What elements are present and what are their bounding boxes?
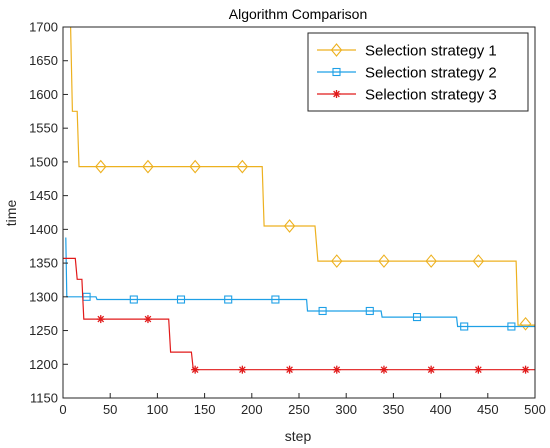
series-marker [507, 322, 516, 331]
series-marker [189, 159, 201, 174]
series-marker [142, 159, 154, 174]
legend-marker [332, 67, 341, 77]
series-marker [332, 365, 341, 374]
x-tick-label: 450 [477, 402, 499, 417]
series-marker [318, 306, 327, 316]
x-tick-label: 200 [241, 402, 263, 417]
series-marker [460, 322, 469, 331]
y-axis-label: time [3, 200, 19, 227]
series-marker [238, 365, 247, 374]
series-2 [65, 237, 535, 331]
series-marker [331, 254, 343, 268]
series-1 [70, 26, 535, 331]
series-marker [224, 295, 233, 304]
series-marker [365, 306, 374, 316]
series-line [63, 257, 535, 371]
series-marker [472, 254, 485, 268]
chart-title: Algorithm Comparison [229, 6, 368, 22]
series-marker [96, 315, 105, 324]
axis-ticks: 0 50 100 150 200 250 300 350 400 450 500 1150 1200 12… [29, 20, 546, 418]
series-marker [412, 313, 422, 322]
series-marker [236, 159, 249, 174]
series-marker [283, 219, 296, 233]
series-marker [129, 295, 138, 304]
legend-marker [330, 43, 343, 57]
x-tick-label: 250 [288, 402, 310, 417]
y-tick-label: 1650 [29, 53, 58, 68]
x-tick-label: 350 [383, 402, 405, 417]
legend-item: Selection strategy 2 [317, 65, 497, 82]
y-tick-label: 1550 [29, 121, 58, 136]
x-tick-label: 50 [103, 402, 117, 417]
legend-item: Selection strategy 3 [317, 87, 497, 104]
series-marker [519, 316, 532, 331]
legend-marker [332, 90, 341, 98]
x-tick-label: 0 [59, 402, 66, 417]
y-tick-label: 1450 [29, 188, 58, 203]
series-marker [427, 365, 436, 374]
legend-label: Selection strategy 2 [365, 65, 497, 82]
series-marker [143, 315, 152, 324]
series-line [65, 237, 535, 328]
x-tick-label: 100 [147, 402, 169, 417]
x-tick-label: 500 [524, 402, 546, 417]
y-tick-label: 1500 [29, 154, 58, 169]
series-marker [474, 365, 483, 374]
plot-area [63, 26, 535, 374]
series-3 [63, 257, 535, 374]
legend-label: Selection strategy 3 [365, 87, 497, 104]
y-tick-label: 1700 [29, 20, 58, 35]
series-line [70, 26, 535, 326]
series-marker [378, 254, 390, 268]
legend-label: Selection strategy 1 [365, 43, 497, 60]
series-marker [176, 295, 186, 304]
series-marker [425, 254, 437, 268]
y-tick-label: 1200 [29, 357, 58, 372]
series-marker [379, 365, 388, 374]
x-tick-label: 400 [430, 402, 452, 417]
series-marker [191, 365, 200, 374]
series-marker [285, 365, 294, 374]
legend: Selection strategy 1 Selection strategy 2… [307, 32, 529, 112]
x-tick-label: 300 [335, 402, 357, 417]
x-tick-label: 150 [194, 402, 216, 417]
y-tick-label: 1600 [29, 87, 58, 102]
y-tick-label: 1300 [29, 289, 58, 304]
y-tick-label: 1250 [29, 323, 58, 338]
series-marker [95, 159, 107, 174]
series-marker [271, 295, 280, 304]
series-marker [521, 365, 530, 374]
y-tick-label: 1400 [29, 222, 58, 237]
x-axis-label: step [285, 428, 312, 444]
legend-item: Selection strategy 1 [317, 43, 497, 60]
y-tick-label: 1150 [30, 391, 58, 406]
y-tick-label: 1350 [29, 256, 58, 271]
